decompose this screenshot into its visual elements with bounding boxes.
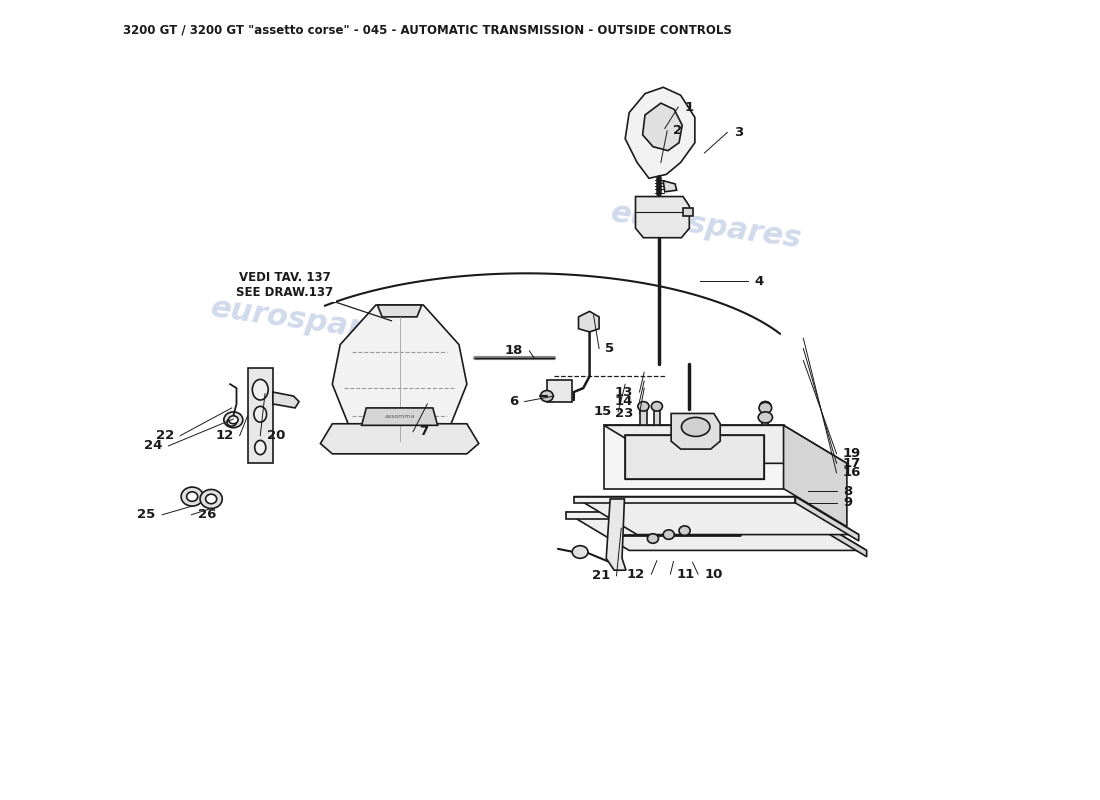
Polygon shape — [604, 426, 847, 463]
Polygon shape — [795, 497, 859, 541]
Text: 21: 21 — [592, 570, 611, 582]
Polygon shape — [642, 103, 682, 150]
Ellipse shape — [252, 379, 268, 400]
Polygon shape — [636, 197, 690, 238]
Ellipse shape — [679, 526, 690, 535]
Bar — [683, 209, 693, 216]
Polygon shape — [671, 414, 720, 449]
Text: 24: 24 — [144, 439, 162, 453]
Text: 6: 6 — [509, 395, 518, 408]
Polygon shape — [320, 424, 478, 454]
Text: VEDI TAV. 137
SEE DRAW.137: VEDI TAV. 137 SEE DRAW.137 — [236, 271, 333, 299]
Text: 11: 11 — [676, 568, 695, 581]
Text: 18: 18 — [505, 345, 524, 358]
Bar — [248, 368, 273, 463]
Text: 16: 16 — [843, 466, 861, 479]
Text: 3: 3 — [734, 126, 742, 139]
Ellipse shape — [227, 418, 236, 426]
Text: 26: 26 — [198, 508, 216, 522]
Text: 12: 12 — [216, 429, 233, 442]
Polygon shape — [625, 435, 763, 479]
Ellipse shape — [540, 390, 553, 402]
Polygon shape — [565, 513, 867, 550]
Text: 13: 13 — [615, 386, 634, 398]
Polygon shape — [606, 499, 626, 570]
Text: 23: 23 — [615, 407, 634, 420]
Polygon shape — [273, 392, 299, 408]
Text: 14: 14 — [615, 395, 634, 408]
Ellipse shape — [187, 492, 198, 502]
Ellipse shape — [229, 416, 238, 424]
Ellipse shape — [759, 402, 772, 414]
Bar — [653, 408, 660, 426]
Text: 22: 22 — [156, 429, 174, 442]
Ellipse shape — [638, 402, 649, 411]
Ellipse shape — [206, 494, 217, 504]
Ellipse shape — [651, 402, 662, 411]
Bar — [762, 408, 769, 426]
Ellipse shape — [255, 440, 266, 454]
Text: assomma: assomma — [384, 414, 415, 419]
Bar — [762, 408, 769, 426]
Polygon shape — [565, 513, 803, 518]
Ellipse shape — [663, 530, 674, 539]
Text: 25: 25 — [138, 508, 156, 522]
Polygon shape — [783, 426, 847, 526]
Bar — [762, 410, 769, 426]
Text: 15: 15 — [594, 406, 612, 418]
Ellipse shape — [200, 490, 222, 509]
Polygon shape — [574, 497, 859, 534]
Polygon shape — [362, 408, 438, 426]
Text: 2: 2 — [673, 124, 683, 138]
Polygon shape — [663, 181, 676, 192]
Text: 3200 GT / 3200 GT "assetto corse" - 045 - AUTOMATIC TRANSMISSION - OUTSIDE CONTR: 3200 GT / 3200 GT "assetto corse" - 045 … — [123, 24, 733, 37]
Ellipse shape — [223, 412, 243, 428]
Text: 9: 9 — [843, 497, 852, 510]
Polygon shape — [377, 305, 421, 317]
Polygon shape — [579, 311, 600, 332]
Polygon shape — [604, 426, 783, 489]
Text: eurospares: eurospares — [609, 198, 804, 254]
Text: 17: 17 — [843, 457, 861, 470]
Text: 19: 19 — [843, 447, 861, 460]
Text: 1: 1 — [684, 101, 694, 114]
Text: eurospares: eurospares — [209, 293, 404, 349]
Ellipse shape — [760, 402, 771, 411]
Text: 4: 4 — [755, 274, 763, 288]
Text: 5: 5 — [605, 342, 615, 355]
Ellipse shape — [681, 418, 710, 437]
Ellipse shape — [572, 546, 588, 558]
Polygon shape — [574, 497, 795, 503]
Polygon shape — [625, 87, 695, 178]
Bar — [547, 380, 572, 402]
Ellipse shape — [182, 487, 204, 506]
Ellipse shape — [758, 412, 772, 423]
Ellipse shape — [760, 402, 771, 411]
Text: 8: 8 — [843, 485, 852, 498]
Text: 20: 20 — [266, 429, 285, 442]
Text: 7: 7 — [419, 425, 429, 438]
Ellipse shape — [648, 534, 659, 543]
Text: 12: 12 — [627, 568, 645, 581]
Bar — [640, 408, 647, 426]
Text: 10: 10 — [704, 568, 723, 581]
Polygon shape — [332, 305, 466, 443]
Ellipse shape — [254, 406, 266, 422]
Polygon shape — [803, 513, 867, 557]
